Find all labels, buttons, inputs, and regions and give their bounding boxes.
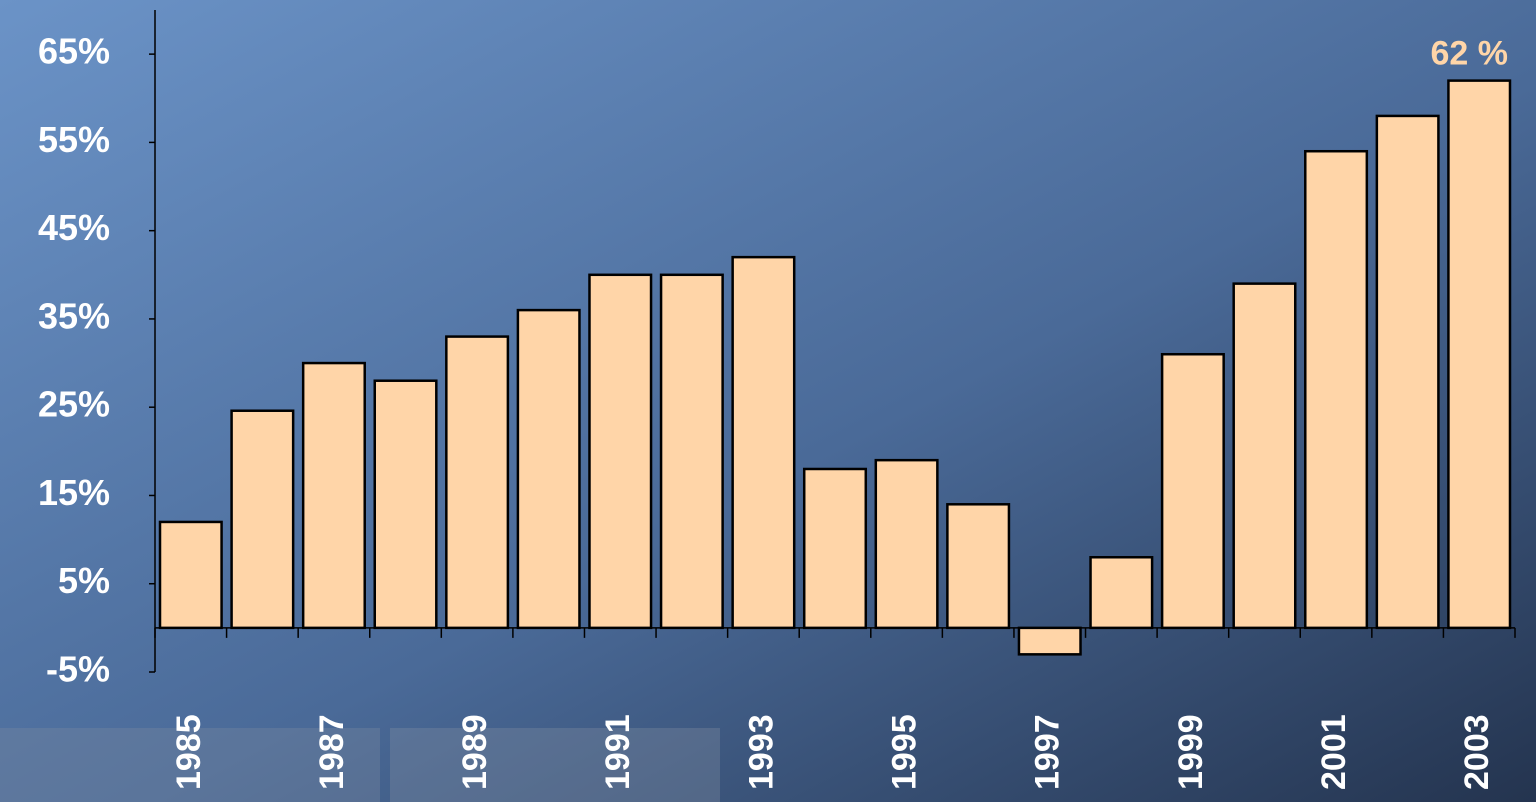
y-tick-label: 35% — [38, 295, 110, 336]
y-tick-label: -5% — [46, 649, 110, 690]
bar — [802, 467, 868, 630]
bar — [1160, 352, 1225, 630]
bar — [1089, 556, 1154, 630]
bar — [1447, 79, 1512, 630]
y-tick-label: 65% — [38, 31, 110, 72]
bar — [445, 335, 510, 630]
photo-strip — [0, 728, 380, 802]
bar — [373, 379, 438, 630]
bar — [874, 458, 939, 630]
x-tick-label: 1997 — [1029, 714, 1067, 790]
y-tick-label: 15% — [38, 472, 110, 513]
y-tick-label: 5% — [58, 560, 110, 601]
x-tick-label: 1995 — [886, 714, 924, 790]
bar — [158, 520, 223, 630]
y-tick-label: 45% — [38, 207, 110, 248]
value-label: 62 % — [1430, 35, 1508, 73]
bar — [1304, 149, 1369, 630]
x-tick-label: 2001 — [1315, 714, 1353, 790]
bar — [516, 308, 581, 630]
bar — [1375, 114, 1440, 630]
bar — [301, 361, 366, 630]
x-tick-label: 1989 — [456, 714, 494, 790]
x-tick-label: 1991 — [599, 714, 637, 790]
x-tick-label: 1985 — [170, 714, 208, 790]
bar — [731, 255, 796, 630]
bar — [659, 273, 724, 630]
photo-strip — [390, 728, 720, 802]
x-tick-label: 2003 — [1458, 714, 1496, 790]
x-tick-label: 1987 — [313, 714, 351, 790]
bar — [1232, 282, 1297, 630]
x-tick-label: 1993 — [742, 714, 780, 790]
y-tick-label: 25% — [38, 384, 110, 425]
bar — [946, 503, 1011, 630]
x-tick-label: 1999 — [1172, 714, 1210, 790]
y-tick-label: 55% — [38, 119, 110, 160]
bar — [588, 273, 653, 630]
bar — [1017, 626, 1082, 656]
bar — [230, 409, 295, 630]
